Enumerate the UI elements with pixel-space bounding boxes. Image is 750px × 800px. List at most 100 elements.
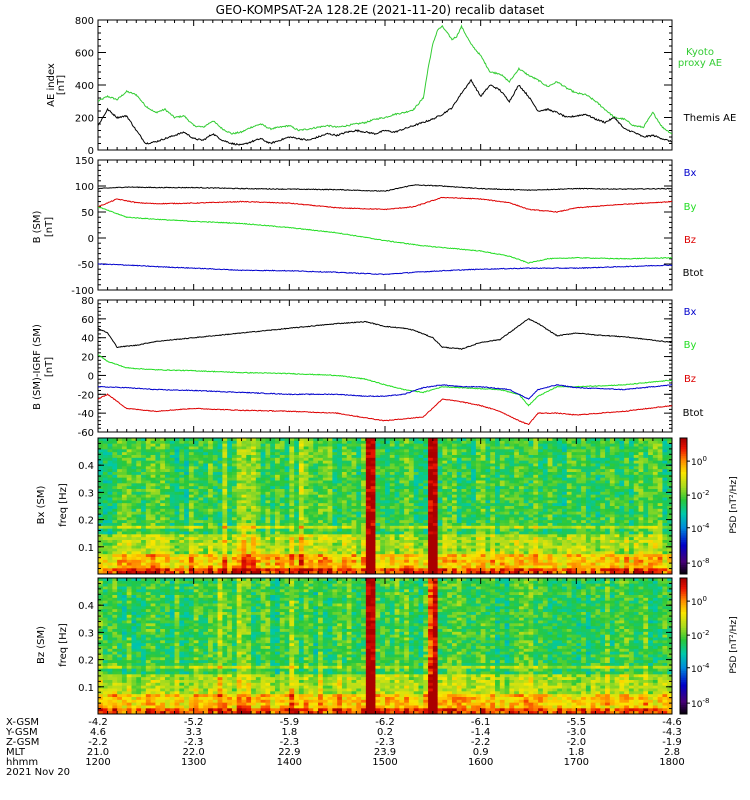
spectrogram-cell <box>667 497 673 501</box>
spectrogram-cell <box>495 531 501 535</box>
spectrogram-cell <box>509 486 515 490</box>
y-tick-label: 40 <box>81 334 94 345</box>
spectrogram-cell <box>131 500 137 504</box>
spectrogram-cell <box>375 531 381 535</box>
spectrogram-cell <box>638 523 644 527</box>
spectrogram-cell <box>652 460 659 464</box>
spectrogram-cell <box>547 469 553 473</box>
spectrogram-cell <box>121 474 128 479</box>
spectrogram-cell <box>270 528 276 532</box>
spectrogram-cell <box>504 469 510 473</box>
spectrogram-cell <box>628 517 635 521</box>
spectrogram-cell <box>294 452 300 456</box>
spectrogram-cell <box>461 491 467 496</box>
spectrogram-cell <box>308 486 314 490</box>
spectrogram-cell <box>121 438 128 442</box>
spectrogram-cell <box>495 457 501 462</box>
spectrogram-cell <box>294 438 300 442</box>
spectrogram-cell <box>633 528 639 532</box>
spectrogram-cell <box>121 463 128 467</box>
spectrogram-cell <box>231 489 238 493</box>
spectrogram-cell <box>231 480 238 484</box>
spectrogram-cell <box>648 480 654 484</box>
spectrogram-cell <box>117 531 123 535</box>
spectrogram-cell <box>385 457 391 462</box>
spectrogram-cell <box>193 452 199 456</box>
spectrogram-cell <box>370 486 376 490</box>
spectrogram-cell <box>164 489 171 493</box>
spectrogram-cell <box>179 457 185 462</box>
spectrogram-cell <box>279 438 285 442</box>
spectrogram-cell <box>356 477 362 481</box>
spectrogram-cell <box>399 477 405 481</box>
spectrogram-cell <box>547 537 553 541</box>
spectrogram-cell <box>571 508 577 513</box>
spectrogram-cell <box>447 503 453 507</box>
spectrogram-cell <box>542 483 549 487</box>
spectrogram-cell <box>193 514 199 518</box>
spectrogram-cell <box>298 531 305 535</box>
spectrogram-cell <box>585 452 592 456</box>
spectrogram-cell <box>217 477 223 481</box>
spectrogram-cell <box>490 449 496 453</box>
spectrogram-cell <box>451 523 458 527</box>
spectrogram-cell <box>169 440 175 445</box>
spectrogram-cell <box>404 531 410 535</box>
spectrogram-cell <box>533 494 539 498</box>
spectrogram-cell <box>385 528 391 532</box>
spectrogram-cell <box>322 511 328 515</box>
spectrogram-cell <box>365 438 372 442</box>
spectrogram-cell <box>514 503 520 507</box>
spectrogram-cell <box>356 480 362 484</box>
spectrogram-cell <box>102 491 108 496</box>
spectrogram-cell <box>561 491 568 496</box>
spectrogram-cell <box>652 480 659 484</box>
spectrogram-cell <box>490 440 496 445</box>
spectrogram-cell <box>375 528 381 532</box>
spectrogram-cell <box>231 514 238 518</box>
spectrogram-cell <box>404 528 410 532</box>
spectrogram-cell <box>518 528 525 532</box>
spectrogram-cell <box>600 438 606 442</box>
spectrogram-cell <box>274 469 281 473</box>
spectrogram-cell <box>313 494 319 498</box>
spectrogram-cell <box>499 463 505 467</box>
spectrogram-cell <box>346 491 352 496</box>
spectrogram-cell <box>547 514 553 518</box>
spectrogram-cell <box>389 457 395 462</box>
spectrogram-cell <box>279 457 285 462</box>
spectrogram-cell <box>222 497 228 501</box>
spectrogram-cell <box>313 469 319 473</box>
spectrogram-cell <box>341 469 348 473</box>
spectrogram-cell <box>227 520 233 524</box>
spectrogram-cell <box>432 457 439 462</box>
spectrogram-cell <box>341 511 348 515</box>
spectrogram-cell <box>413 517 419 521</box>
spectrogram-cell <box>466 466 472 470</box>
spectrogram-cell <box>174 517 180 521</box>
spectrogram-cell <box>576 534 582 538</box>
spectrogram-cell <box>370 443 376 447</box>
spectrogram-cell <box>518 517 525 521</box>
spectrogram-cell <box>346 483 352 487</box>
spectrogram-cell <box>341 531 348 535</box>
spectrogram-cell <box>576 500 582 504</box>
spectrogram-cell <box>150 466 156 470</box>
spectrogram-cell <box>633 469 639 473</box>
spectrogram-cell <box>179 517 185 521</box>
spectrogram-cell <box>184 463 190 467</box>
spectrogram-cell <box>619 489 625 493</box>
spectrogram-cell <box>495 489 501 493</box>
spectrogram-cell <box>150 494 156 498</box>
spectrogram-cell <box>356 438 362 442</box>
spectrogram-cell <box>341 537 348 541</box>
spectrogram-cell <box>160 514 166 518</box>
spectrogram-cell <box>638 525 644 530</box>
spectrogram-cell <box>284 500 290 504</box>
spectrogram-cell <box>294 443 300 447</box>
spectrogram-cell <box>547 494 553 498</box>
spectrogram-cell <box>643 537 649 541</box>
spectrogram-cell <box>160 517 166 521</box>
spectrogram-cell <box>332 438 338 442</box>
